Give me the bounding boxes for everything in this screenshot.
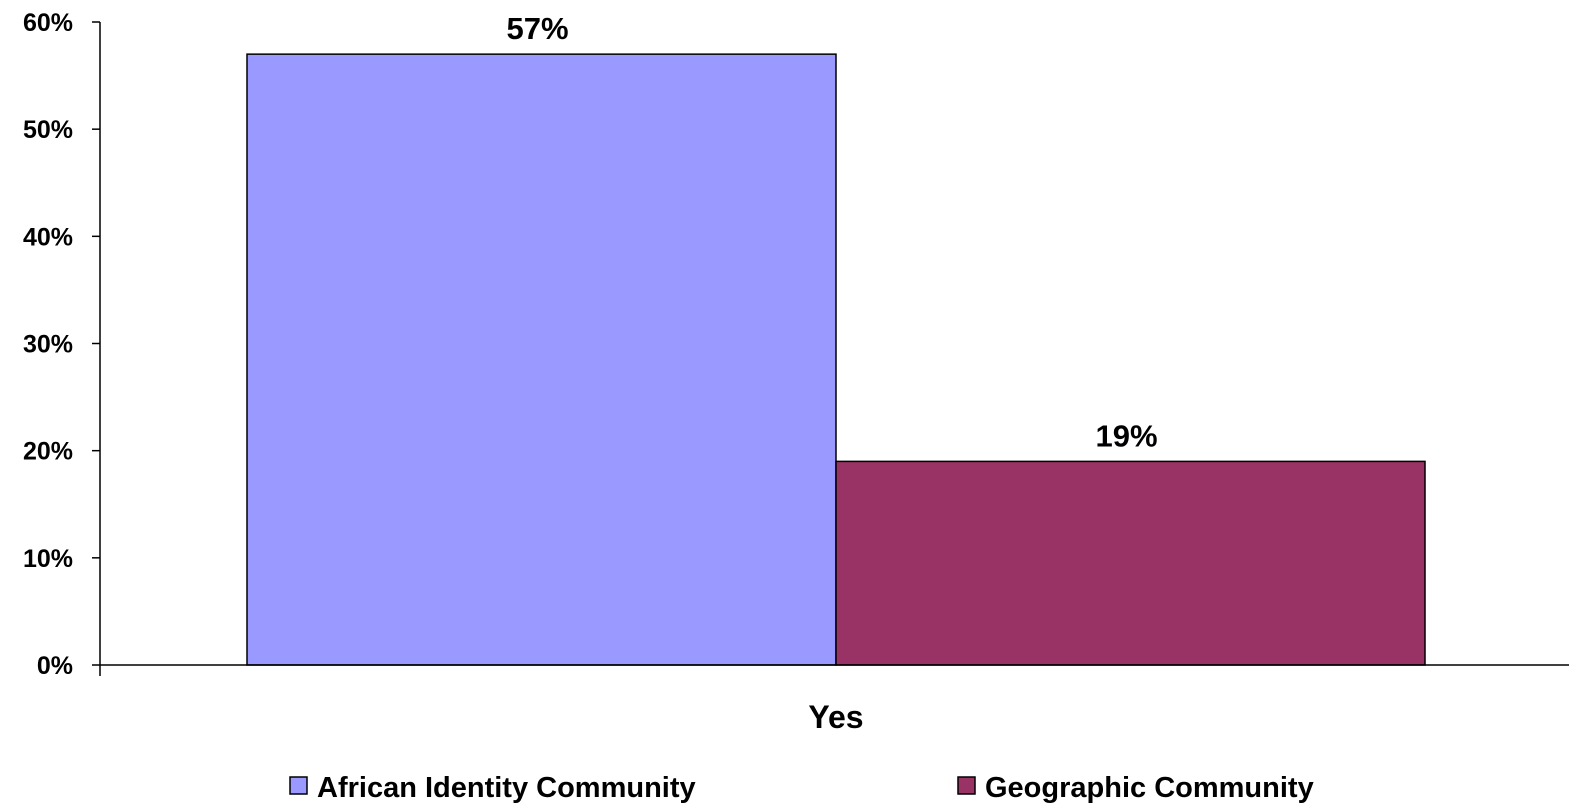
y-tick-label: 30% [23,331,73,359]
legend: African Identity Community Geographic Com… [289,772,1314,804]
y-tick-label: 60% [23,9,73,37]
legend-label: African Identity Community [317,772,696,804]
legend-label: Geographic Community [985,772,1314,804]
bar [246,53,837,666]
data-label: 57% [506,11,568,46]
bars [246,53,1426,666]
data-labels: 57% 19% [506,11,1157,453]
legend-item: African Identity Community [289,772,696,804]
x-category-label: Yes [808,699,863,735]
legend-item: Geographic Community [957,772,1314,804]
y-tick-label: 10% [23,545,73,573]
y-tick-label: 0% [37,652,73,680]
y-axis: 0% 10% 20% 30% 40% 50% 60% [23,9,101,680]
y-tick-label: 40% [23,223,73,251]
bar [835,460,1426,666]
legend-swatch [957,776,976,795]
x-axis: Yes [100,664,1569,735]
y-tick-label: 50% [23,116,73,144]
legend-swatch [289,776,308,795]
data-label: 19% [1095,418,1157,453]
y-tick-label: 20% [23,438,73,466]
